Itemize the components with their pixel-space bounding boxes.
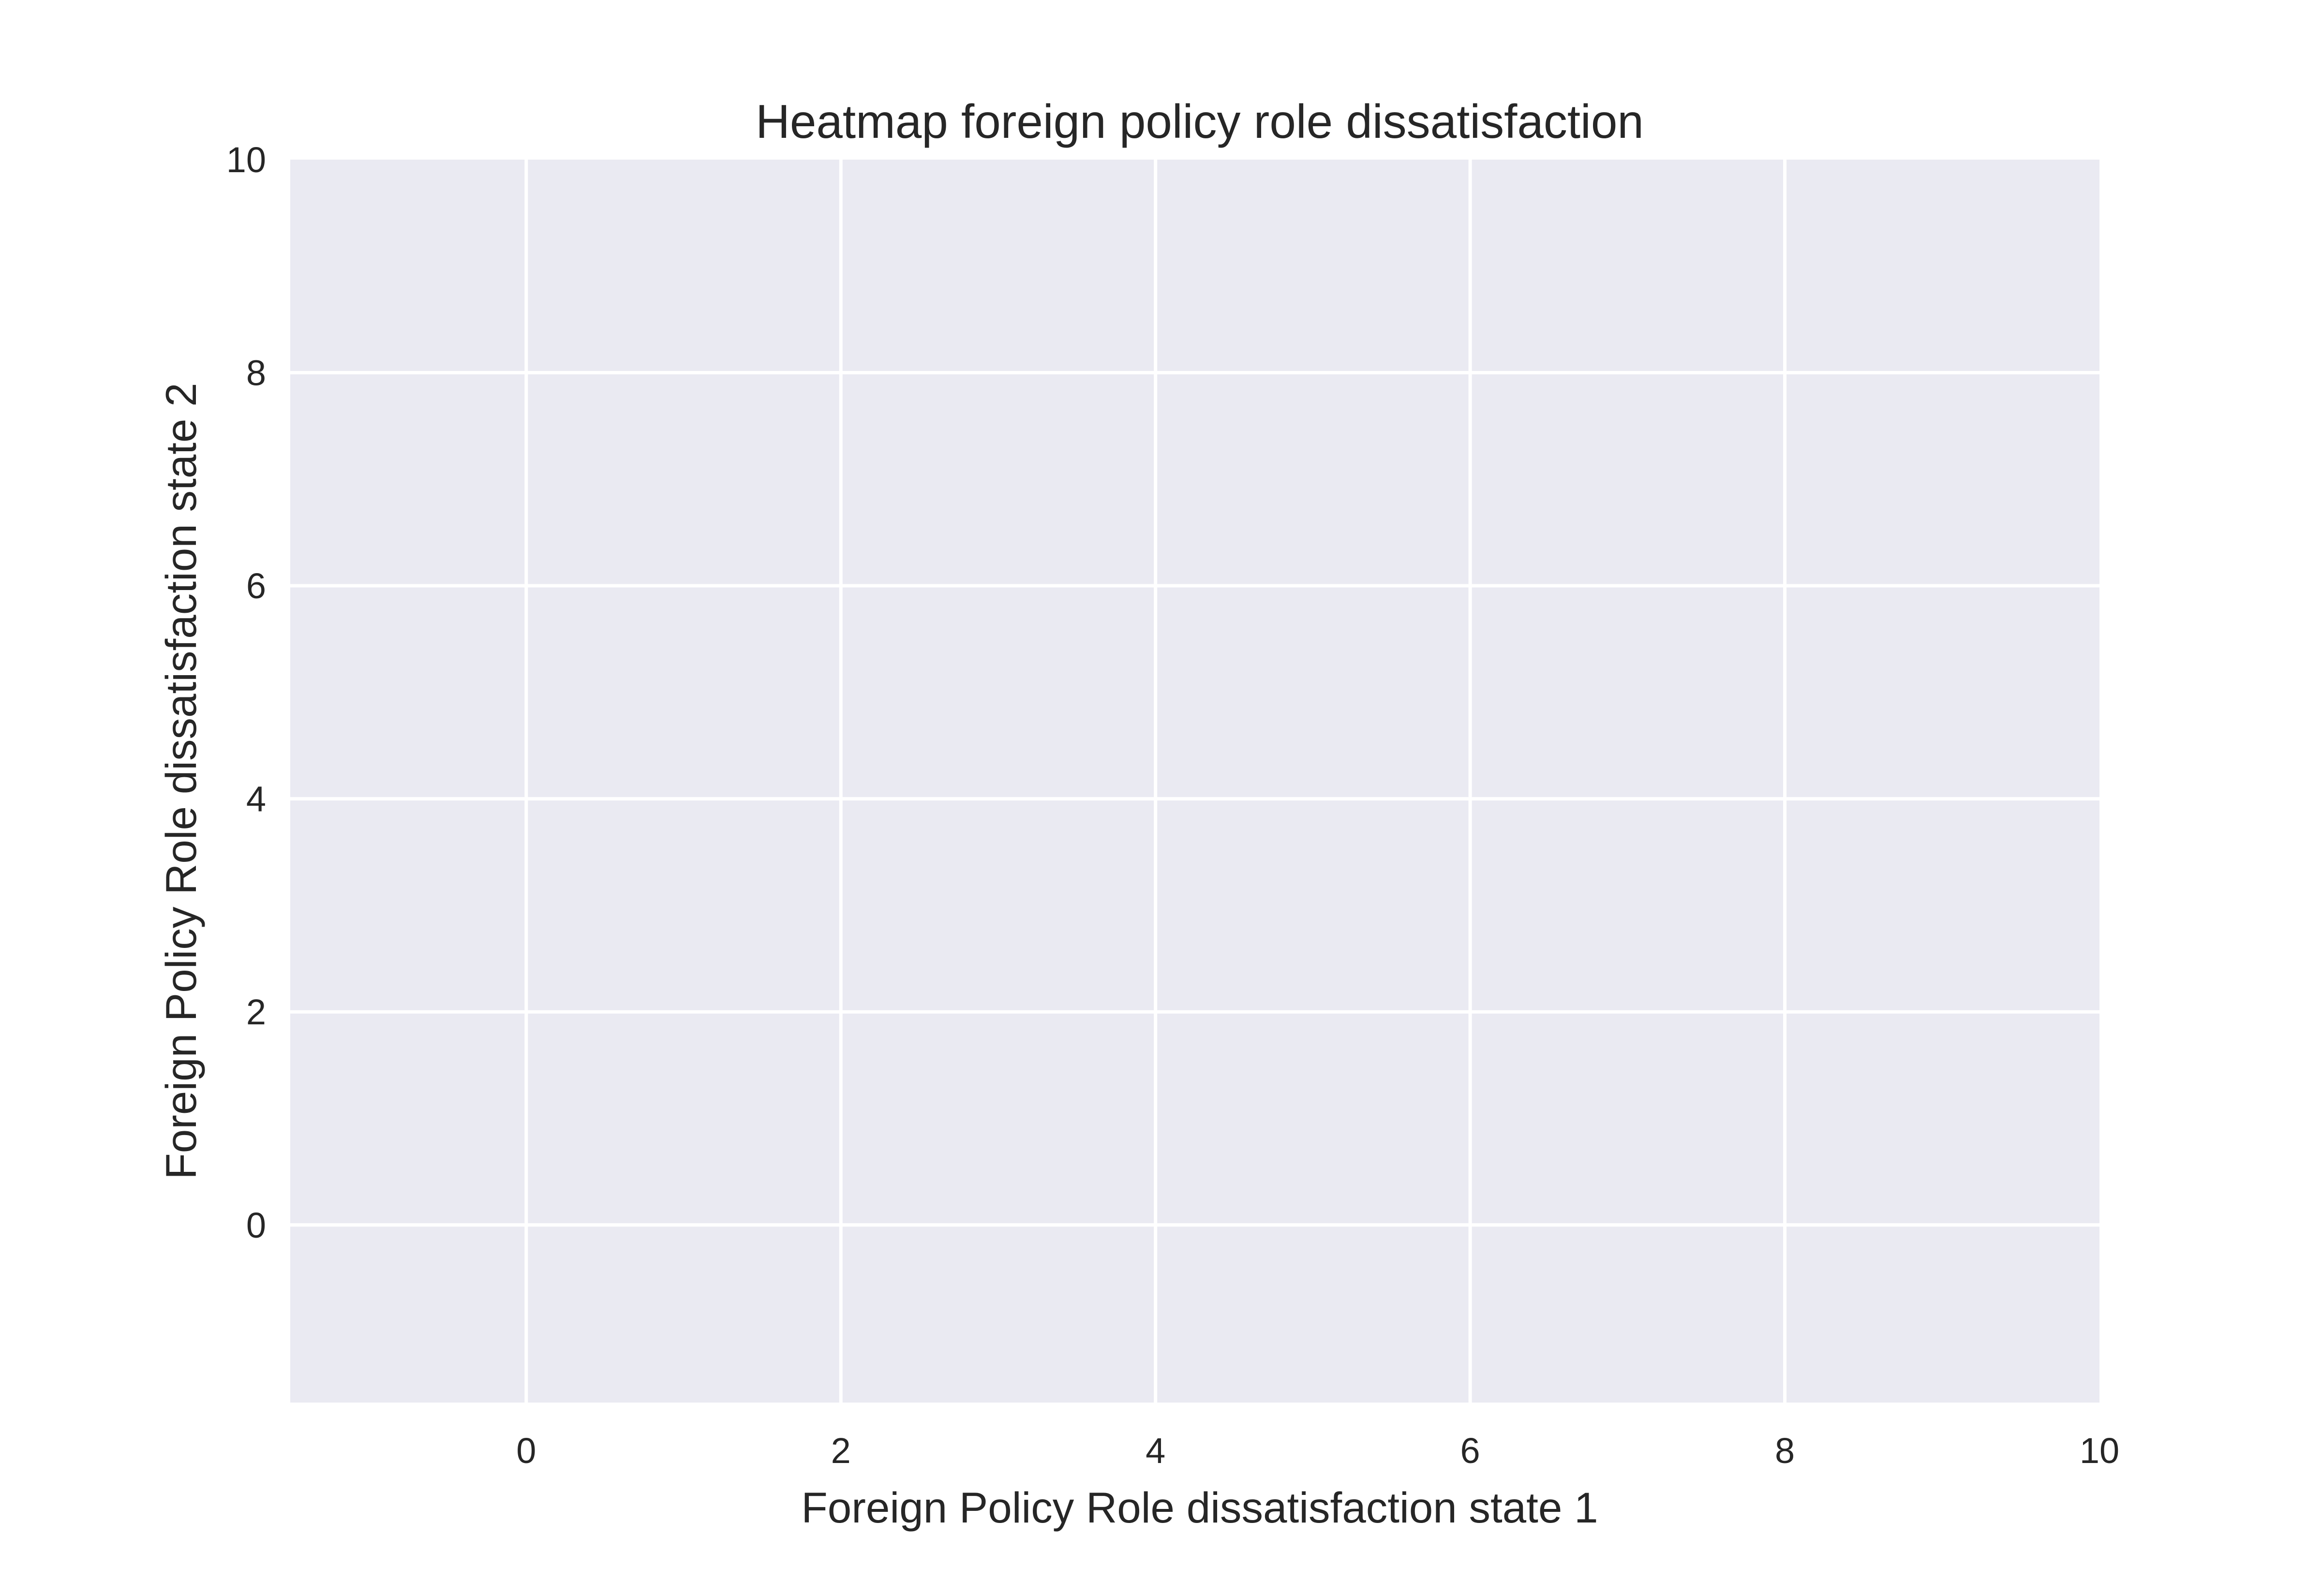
x-tick-label: 2 xyxy=(831,1431,851,1471)
y-axis-label: Foreign Policy Role dissatisfaction stat… xyxy=(157,383,205,1179)
x-tick-label: 6 xyxy=(1460,1431,1480,1471)
chart-title: Heatmap foreign policy role dissatisfact… xyxy=(756,95,1644,148)
y-tick-label: 0 xyxy=(246,1205,266,1245)
y-tick-label: 4 xyxy=(246,779,266,819)
x-tick-label: 4 xyxy=(1146,1431,1165,1471)
y-tick-label: 8 xyxy=(246,353,266,393)
x-tick-label: 0 xyxy=(516,1431,536,1471)
x-tick-label: 8 xyxy=(1775,1431,1795,1471)
y-axis-ticks: 0 2 4 6 8 10 xyxy=(226,140,266,1245)
x-tick-label: 10 xyxy=(2080,1431,2119,1471)
plot-area xyxy=(290,160,2099,1403)
plot-background xyxy=(290,160,2099,1403)
grid-lines xyxy=(290,160,2099,1403)
y-tick-label: 2 xyxy=(246,992,266,1032)
y-tick-label: 6 xyxy=(246,566,266,606)
x-axis-label: Foreign Policy Role dissatisfaction stat… xyxy=(801,1483,1598,1532)
y-tick-label: 10 xyxy=(226,140,266,180)
x-axis-ticks: 0 2 4 6 8 10 xyxy=(516,1431,2119,1471)
